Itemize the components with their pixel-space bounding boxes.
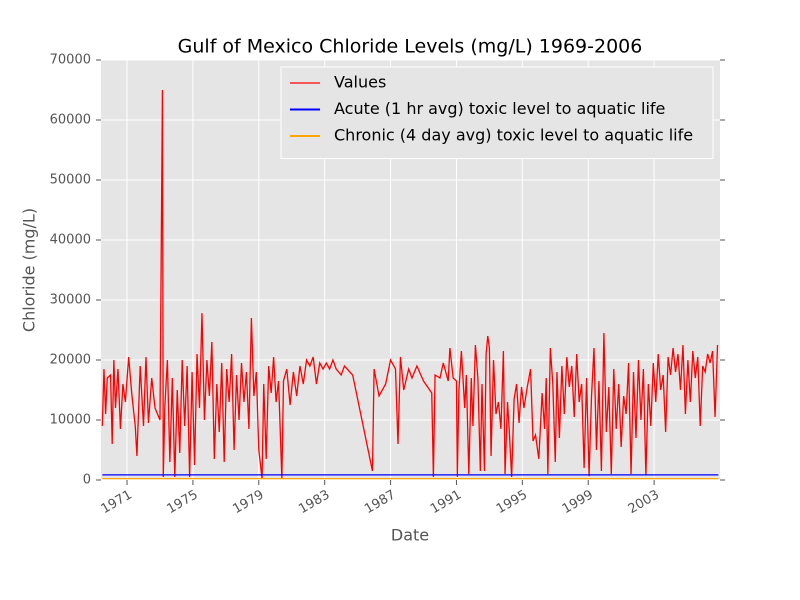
- legend-label: Acute (1 hr avg) toxic level to aquatic …: [334, 99, 665, 118]
- x-axis-label: Date: [391, 526, 429, 545]
- y-tick-label: 40000: [50, 233, 91, 248]
- legend: Values Acute (1 hr avg) toxic level to aq…: [280, 66, 714, 159]
- y-tick-label: 60000: [50, 113, 91, 128]
- y-tick-label: 0: [83, 473, 91, 488]
- legend-label: Chronic (4 day avg) toxic level to aquat…: [334, 126, 693, 145]
- legend-label: Values: [334, 73, 386, 92]
- y-tick-label: 10000: [50, 413, 91, 428]
- y-tick-label: 50000: [50, 173, 91, 188]
- lines: [101, 89, 719, 480]
- chart-title: Gulf of Mexico Chloride Levels (mg/L) 19…: [178, 36, 643, 58]
- y-tick-label: 30000: [50, 293, 91, 308]
- y-axis-label: Chloride (mg/L): [20, 208, 39, 332]
- y-tick-label: 70000: [50, 53, 91, 68]
- legend-box: [280, 66, 714, 159]
- y-tick-label: 20000: [50, 353, 91, 368]
- series-line: [101, 89, 719, 479]
